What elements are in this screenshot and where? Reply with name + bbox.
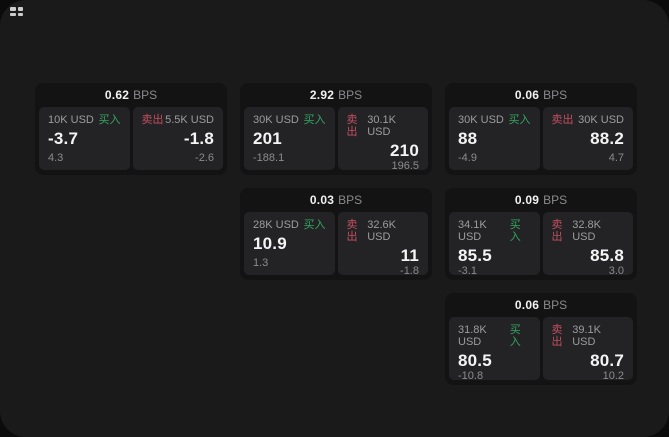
bps-unit-label: BPS [338,193,363,207]
buy-price: 85.5 [458,246,492,265]
sell-delta: 196.5 [391,160,419,172]
sell-size-label: 30.1K USD [367,114,396,138]
card-header: 0.06 BPS [445,83,637,107]
sell-size-label: 32.6K USD [367,219,396,243]
sell-price: 210 [390,141,419,160]
sell-price: 88.2 [590,129,624,148]
buy-price: 88 [458,129,478,148]
buy-size-label: 30K USD [253,114,299,126]
buy-size-label: 28K USD [253,219,299,231]
sell-delta: 3.0 [608,265,624,277]
buy-quote-tile[interactable]: 30K USD 买入 88 -4.9 [449,107,540,170]
grip-dot [10,7,16,11]
buy-quote-tile[interactable]: 34.1K USD 买入 85.5 -3.1 [449,212,540,277]
buy-size-label: 34.1K USD [458,219,487,243]
sell-side-label: 卖出 [141,114,164,126]
bps-value: 2.92 [309,88,335,102]
buy-size-label: 31.8K USD [458,324,487,348]
sell-quote-tile[interactable]: 卖出 30.1K USD 210 196.5 [337,107,428,172]
buy-delta: -188.1 [253,152,285,164]
sell-price: -1.8 [183,129,214,148]
bps-value: 0.62 [104,88,130,102]
card-header: 0.03 BPS [240,188,432,212]
buy-side-label: 买入 [303,114,326,126]
card-header: 2.92 BPS [240,83,432,107]
buy-delta: -4.9 [458,152,477,164]
bps-value: 0.06 [514,88,540,102]
bps-value: 0.06 [514,298,540,312]
grip-dot [10,12,16,16]
buy-quote-tile[interactable]: 10K USD 买入 -3.7 4.3 [39,107,130,170]
quote-card: 0.06 BPS 31.8K USD 买入 80.5 -10.8 卖出 39.1… [445,293,637,385]
buy-side-label: 买入 [303,219,326,231]
sell-side-label: 卖出 [551,219,563,243]
grip-dot [17,12,23,16]
sell-delta: -1.8 [400,265,419,277]
card-header: 0.09 BPS [445,188,637,212]
sell-side-label: 卖出 [551,324,563,348]
buy-size-label: 30K USD [458,114,504,126]
sell-quote-tile[interactable]: 卖出 39.1K USD 80.7 10.2 [542,317,633,382]
buy-delta: 1.3 [253,257,269,269]
bps-unit-label: BPS [338,88,363,102]
bps-unit-label: BPS [543,298,568,312]
bps-value: 0.09 [514,193,540,207]
buy-quote-tile[interactable]: 28K USD 买入 10.9 1.3 [244,212,335,275]
bps-unit-label: BPS [543,193,568,207]
sell-quote-tile[interactable]: 卖出 5.5K USD -1.8 -2.6 [132,107,223,170]
sell-quote-tile[interactable]: 卖出 30K USD 88.2 4.7 [542,107,633,170]
quote-card: 0.09 BPS 34.1K USD 买入 85.5 -3.1 卖出 32.8K… [445,188,637,280]
sell-price: 11 [400,246,419,265]
buy-price: 201 [253,129,282,148]
buy-quote-tile[interactable]: 30K USD 买入 201 -188.1 [244,107,335,170]
grip-dot [17,7,23,11]
sell-size-label: 39.1K USD [572,324,601,348]
buy-delta: 4.3 [48,152,64,164]
sell-size-label: 5.5K USD [165,114,214,126]
sell-side-label: 卖出 [551,114,574,126]
bps-unit-label: BPS [133,88,158,102]
sell-delta: -2.6 [195,152,214,164]
buy-price: 10.9 [253,234,287,253]
buy-side-label: 买入 [98,114,121,126]
bps-unit-label: BPS [543,88,568,102]
buy-quote-tile[interactable]: 31.8K USD 买入 80.5 -10.8 [449,317,540,382]
card-header: 0.06 BPS [445,293,637,317]
sell-side-label: 卖出 [346,219,358,243]
buy-side-label: 买入 [509,219,521,243]
sell-delta: 4.7 [608,152,624,164]
bps-value: 0.03 [309,193,335,207]
sell-quote-tile[interactable]: 卖出 32.8K USD 85.8 3.0 [542,212,633,277]
sell-size-label: 32.8K USD [572,219,601,243]
buy-side-label: 买入 [508,114,531,126]
sell-size-label: 30K USD [578,114,624,126]
sell-side-label: 卖出 [346,114,358,138]
buy-side-label: 买入 [509,324,521,348]
grip-icon[interactable] [10,7,23,16]
quote-card: 0.62 BPS 10K USD 买入 -3.7 4.3 卖出 5.5K USD… [35,83,227,175]
quote-card: 0.03 BPS 28K USD 买入 10.9 1.3 卖出 32.6K US… [240,188,432,280]
card-header: 0.62 BPS [35,83,227,107]
buy-price: 80.5 [458,351,492,370]
sell-price: 85.8 [590,246,624,265]
sell-quote-tile[interactable]: 卖出 32.6K USD 11 -1.8 [337,212,428,277]
buy-delta: -10.8 [458,370,484,382]
quote-card: 2.92 BPS 30K USD 买入 201 -188.1 卖出 30.1K … [240,83,432,175]
buy-size-label: 10K USD [48,114,94,126]
buy-price: -3.7 [48,129,79,148]
buy-delta: -3.1 [458,265,477,277]
sell-delta: 10.2 [602,370,624,382]
sell-price: 80.7 [590,351,624,370]
quote-card: 0.06 BPS 30K USD 买入 88 -4.9 卖出 30K USD 8… [445,83,637,175]
